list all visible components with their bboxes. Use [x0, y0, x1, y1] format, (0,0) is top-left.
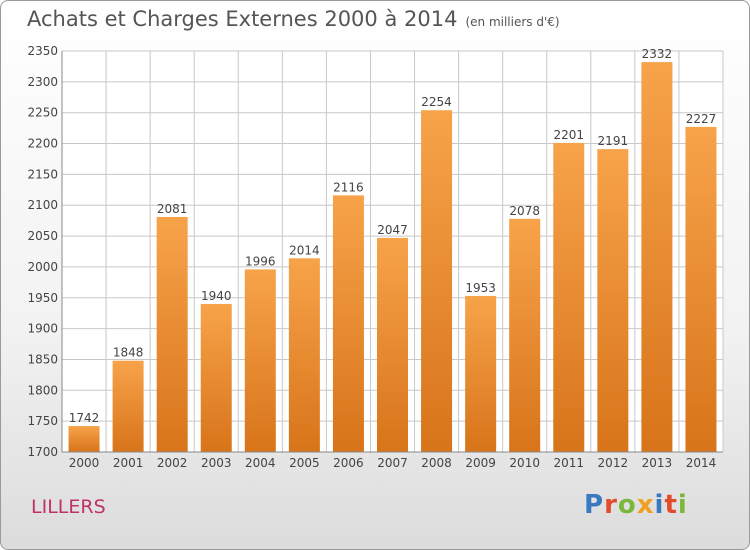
y-tick-label: 1700: [27, 445, 58, 459]
x-tick-label: 2007: [377, 456, 408, 470]
title-unit: (en milliers d'€): [465, 15, 560, 29]
title-text: Achats et Charges Externes 2000 à 2014: [27, 7, 458, 31]
proxiti-logo: Proxiti: [584, 490, 688, 520]
x-tick-label: 2001: [113, 456, 144, 470]
bar: [421, 110, 453, 453]
data-label: 2014: [289, 243, 320, 257]
y-tick-label: 1900: [27, 322, 58, 336]
x-tick-label: 2006: [333, 456, 364, 470]
x-tick-label: 2013: [642, 456, 673, 470]
bar: [509, 218, 541, 452]
bar: [288, 258, 320, 452]
data-label: 1953: [465, 281, 496, 295]
y-tick-label: 2000: [27, 260, 58, 274]
x-tick-label: 2011: [553, 456, 584, 470]
y-tick-label: 1800: [27, 383, 58, 397]
bar: [200, 303, 232, 452]
data-label: 2116: [333, 180, 364, 194]
x-tick-label: 2004: [245, 456, 276, 470]
x-tick-label: 2009: [465, 456, 496, 470]
bar: [68, 426, 100, 452]
bar: [465, 295, 497, 452]
bar: [685, 126, 717, 453]
chart-title: Achats et Charges Externes 2000 à 2014 (e…: [27, 7, 560, 31]
data-label: 1742: [69, 411, 100, 425]
bar: [641, 62, 673, 452]
x-tick-label: 2000: [69, 456, 100, 470]
data-label: 2078: [509, 204, 540, 218]
data-label: 1940: [201, 289, 232, 303]
bar: [377, 237, 408, 452]
data-label: 2191: [598, 134, 629, 148]
x-tick-label: 2005: [289, 456, 320, 470]
data-label: 2227: [686, 112, 717, 126]
y-tick-label: 2300: [27, 75, 58, 89]
town-name: LILLERS: [31, 496, 106, 518]
x-tick-label: 2008: [421, 456, 452, 470]
x-tick-label: 2002: [157, 456, 188, 470]
bar: [332, 195, 364, 453]
y-tick-label: 2350: [27, 44, 58, 58]
y-tick-label: 2200: [27, 137, 58, 151]
y-tick-label: 2100: [27, 198, 58, 212]
bar: [156, 216, 188, 452]
data-label: 1996: [245, 254, 276, 268]
bar: [597, 149, 629, 453]
data-label: 2201: [553, 128, 584, 142]
data-label: 2081: [157, 202, 188, 216]
data-label: 2332: [642, 47, 673, 61]
data-label: 1848: [113, 346, 144, 360]
x-tick-label: 2010: [509, 456, 540, 470]
y-tick-label: 2250: [27, 106, 58, 120]
y-tick-label: 2150: [27, 167, 58, 181]
x-tick-label: 2014: [686, 456, 717, 470]
data-label: 2254: [421, 95, 452, 109]
x-tick-label: 2012: [598, 456, 629, 470]
bar: [112, 360, 144, 452]
data-label: 2047: [377, 223, 408, 237]
bar: [244, 269, 276, 452]
bar: [553, 142, 585, 452]
y-tick-label: 1750: [27, 414, 58, 428]
x-tick-label: 2003: [201, 456, 232, 470]
y-tick-label: 1950: [27, 291, 58, 305]
y-tick-label: 2050: [27, 229, 58, 243]
y-tick-label: 1850: [27, 352, 58, 366]
